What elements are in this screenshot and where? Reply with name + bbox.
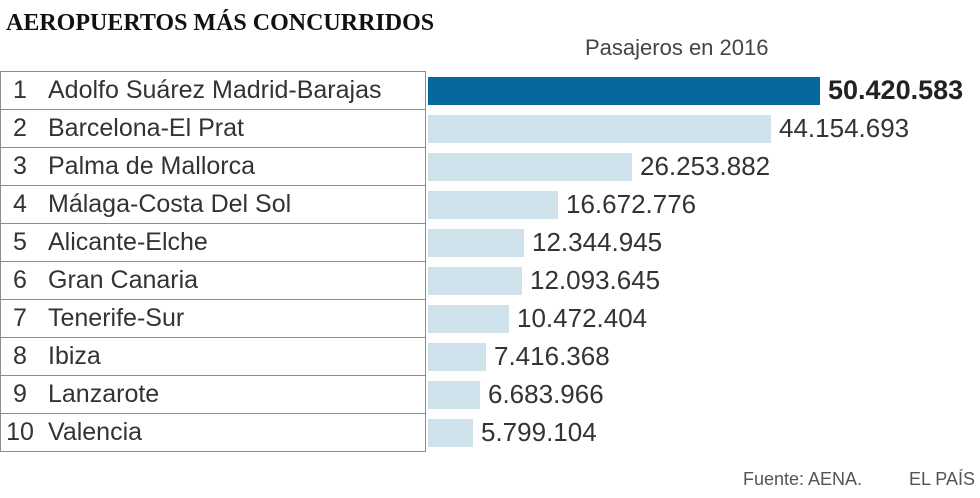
table-row: 5 Alicante-Elche [1,224,425,262]
rank-label: 1 [13,76,27,104]
value-label: 44.154.693 [779,113,910,143]
airport-label: Adolfo Suárez Madrid-Barajas [48,76,382,104]
ranking-table: 1 Adolfo Suárez Madrid-Barajas 2 Barcelona-… [0,71,426,452]
chart-subtitle: Pasajeros en 2016 [585,35,769,60]
table-row: 6 Gran Canaria [1,262,425,300]
table-row: 9 Lanzarote [1,376,425,414]
rank-label: 6 [13,266,27,294]
rank-label: 4 [13,190,27,218]
rank-label: 8 [13,342,27,370]
table-row: 10 Valencia [1,414,425,452]
bar [428,77,820,105]
table-row: 2 Barcelona-El Prat [1,110,425,148]
airport-label: Tenerife-Sur [48,304,185,332]
value-label: 10.472.404 [517,303,648,333]
bar [428,153,632,181]
rank-label: 10 [6,418,34,446]
value-label: 7.416.368 [494,341,610,371]
bar [428,305,509,333]
bar [428,381,480,409]
table-row: 8 Ibiza [1,338,425,376]
value-label: 5.799.104 [481,417,597,447]
bar [428,229,524,257]
chart-title: AEROPUERTOS MÁS CONCURRIDOS [6,10,435,36]
airport-label: Barcelona-El Prat [48,114,244,142]
bar [428,267,522,295]
table-row: 4 Málaga-Costa Del Sol [1,186,425,224]
table-row: 1 Adolfo Suárez Madrid-Barajas [1,72,425,110]
airport-label: Málaga-Costa Del Sol [48,190,292,218]
table-row: 7 Tenerife-Sur [1,300,425,338]
value-label: 12.344.945 [532,227,663,257]
value-label: 12.093.645 [530,265,661,295]
airport-label: Palma de Mallorca [48,152,256,180]
value-label: 16.672.776 [566,189,697,219]
publisher-logo: EL PAÍS [908,469,975,489]
airport-label: Valencia [48,418,143,446]
rank-label: 3 [13,152,27,180]
rank-label: 5 [13,228,27,256]
airport-label: Lanzarote [48,380,160,408]
rank-label: 9 [13,380,27,408]
value-label: 50.420.583 [828,75,964,105]
value-label: 6.683.966 [488,379,604,409]
bar [428,191,558,219]
airport-label: Ibiza [48,342,101,370]
table-row: 3 Palma de Mallorca [1,148,425,186]
airport-label: Gran Canaria [48,266,199,294]
airport-label: Alicante-Elche [48,228,208,256]
bar [428,343,486,371]
rank-label: 2 [13,114,27,142]
source-note: Fuente: AENA. [743,469,863,489]
bar [428,419,473,447]
bar [428,115,771,143]
rank-label: 7 [13,304,27,332]
value-label: 26.253.882 [640,151,771,181]
